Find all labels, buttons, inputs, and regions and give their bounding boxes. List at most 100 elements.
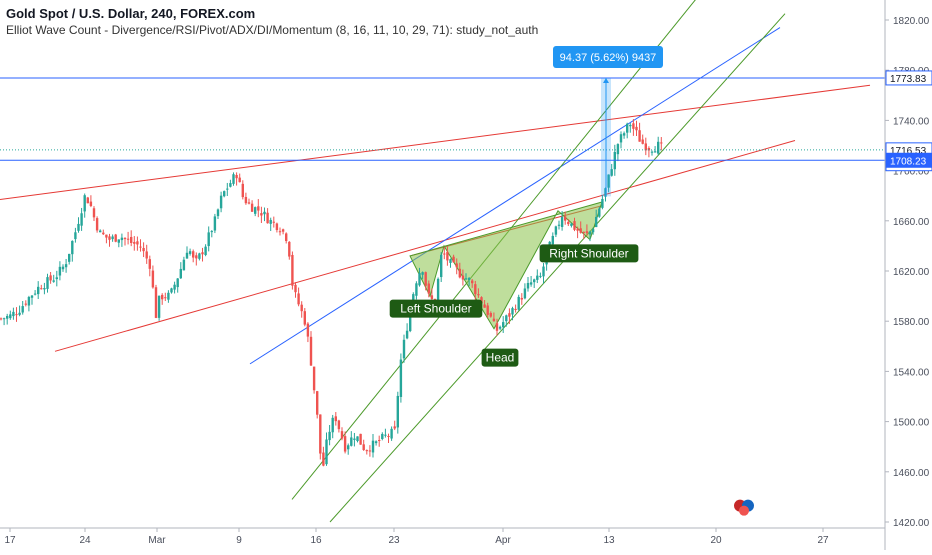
candle-body bbox=[185, 252, 189, 259]
candle-body bbox=[340, 431, 344, 439]
candle-body bbox=[95, 218, 99, 231]
pattern-shape bbox=[409, 201, 603, 330]
candle-body bbox=[495, 323, 499, 331]
candle-body bbox=[622, 133, 626, 136]
candle-body bbox=[542, 266, 545, 277]
candle-body bbox=[498, 326, 502, 329]
candle-body bbox=[263, 211, 266, 215]
candle-body bbox=[492, 318, 496, 322]
candle-body bbox=[61, 266, 65, 270]
candle-body bbox=[55, 277, 58, 280]
event-flag-icon[interactable] bbox=[739, 505, 749, 516]
candle-body bbox=[161, 294, 164, 300]
candle-body bbox=[250, 203, 254, 212]
candle-body bbox=[77, 223, 80, 231]
candle-body bbox=[653, 151, 657, 153]
candle-body bbox=[529, 282, 533, 285]
candle-body bbox=[526, 282, 530, 289]
candle-body bbox=[15, 314, 18, 316]
candle-body bbox=[449, 259, 452, 263]
candle-body bbox=[133, 241, 136, 244]
candle-body bbox=[170, 288, 173, 293]
candle-body bbox=[595, 216, 598, 228]
candle-body bbox=[520, 297, 523, 300]
candle-body bbox=[591, 229, 595, 233]
left_shoulder-label: Left Shoulder bbox=[400, 302, 471, 316]
chart-title: Gold Spot / U.S. Dollar, 240, FOREX.com bbox=[6, 6, 256, 21]
candle-body bbox=[83, 195, 86, 212]
candle-body bbox=[312, 366, 316, 391]
y-tick-label: 1820.00 bbox=[893, 16, 930, 27]
candle-body bbox=[260, 213, 263, 216]
candle-body bbox=[99, 230, 102, 233]
candle-body bbox=[508, 313, 511, 317]
candle-body bbox=[443, 253, 446, 255]
candle-body bbox=[266, 212, 269, 224]
study-label: Elliot Wave Count - Divergence/RSI/Pivot… bbox=[6, 23, 539, 37]
candle-body bbox=[387, 435, 390, 437]
candle-body bbox=[347, 445, 350, 450]
y-tick-label: 1460.00 bbox=[893, 468, 930, 479]
candle-body bbox=[551, 235, 554, 245]
candle-body bbox=[644, 143, 647, 151]
candle-body bbox=[353, 438, 356, 440]
candle-body bbox=[458, 268, 461, 278]
y-tick-label: 1700.00 bbox=[893, 167, 930, 178]
x-tick-label: 9 bbox=[236, 535, 242, 546]
candle-body bbox=[362, 444, 365, 450]
right_shoulder-label-box bbox=[539, 244, 639, 263]
candle-body bbox=[179, 268, 182, 279]
candle-body bbox=[647, 148, 651, 151]
candle-body bbox=[337, 420, 341, 430]
candle-body bbox=[278, 231, 282, 233]
price-tag-label: 1716.53 bbox=[890, 146, 927, 157]
candle-body bbox=[536, 275, 539, 280]
candle-body bbox=[486, 305, 489, 315]
candle-body bbox=[309, 336, 313, 366]
candle-body bbox=[489, 312, 492, 317]
x-tick-label: 13 bbox=[603, 535, 615, 546]
candle-body bbox=[52, 280, 55, 282]
y-tick-label: 1420.00 bbox=[893, 518, 930, 529]
candle-body bbox=[424, 272, 427, 286]
candle-body bbox=[204, 246, 207, 256]
green-trendline bbox=[329, 13, 786, 523]
candle-body bbox=[436, 278, 440, 306]
head-label-box bbox=[481, 348, 519, 367]
candle-body bbox=[139, 246, 142, 248]
candle-body bbox=[359, 433, 362, 445]
candle-body bbox=[303, 311, 306, 325]
candle-body bbox=[626, 123, 629, 133]
candle-body bbox=[27, 297, 31, 306]
candle-body bbox=[464, 278, 468, 280]
candle-body bbox=[365, 450, 368, 452]
candle-body bbox=[285, 233, 288, 242]
candle-body bbox=[483, 304, 486, 308]
candle-body bbox=[2, 318, 6, 320]
candle-body bbox=[511, 308, 514, 315]
candle-body bbox=[629, 124, 632, 127]
candle-body bbox=[64, 264, 68, 268]
candle-body bbox=[619, 134, 623, 143]
candle-body bbox=[371, 440, 375, 453]
measure-label-box bbox=[553, 45, 663, 68]
candle-body bbox=[446, 251, 449, 261]
candle-body bbox=[480, 297, 483, 304]
candle-body bbox=[241, 183, 244, 198]
candle-body bbox=[430, 295, 434, 299]
candle-body bbox=[638, 130, 641, 142]
candle-body bbox=[384, 434, 387, 436]
candle-body bbox=[173, 284, 176, 290]
y-tick-label: 1660.00 bbox=[893, 217, 930, 228]
candle-body bbox=[474, 284, 477, 295]
left_shoulder-label-box bbox=[389, 299, 483, 318]
candle-body bbox=[105, 234, 108, 238]
candle-body bbox=[300, 304, 303, 312]
candle-body bbox=[517, 296, 520, 310]
candle-body bbox=[294, 284, 297, 293]
x-tick-label: Mar bbox=[148, 535, 166, 546]
candle-body bbox=[223, 191, 226, 197]
candle-body bbox=[130, 236, 133, 244]
